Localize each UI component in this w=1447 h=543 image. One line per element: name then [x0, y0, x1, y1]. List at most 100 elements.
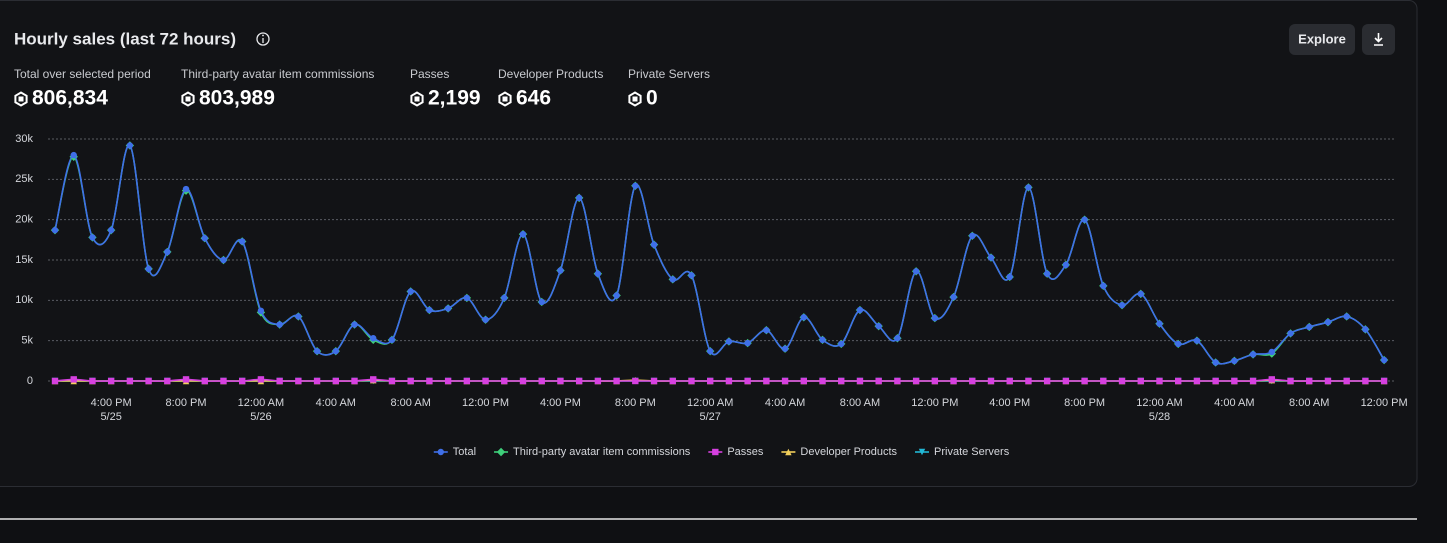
point [856, 306, 864, 314]
point [1306, 323, 1313, 331]
y-tick-label: 0 [27, 375, 33, 387]
x-tick-label: 4:00 AM [1214, 397, 1254, 409]
point [987, 377, 995, 385]
point [1062, 261, 1070, 269]
legend-item[interactable]: Developer Products [781, 446, 898, 458]
point [763, 377, 770, 385]
point [987, 254, 995, 261]
x-tick-label: 8:00 AM [391, 397, 431, 409]
legend-item[interactable]: Private Servers [915, 446, 1010, 458]
y-tick-label: 20k [15, 214, 33, 226]
point [145, 265, 152, 273]
x-tick-label: 12:00 PM [911, 397, 958, 409]
point [313, 347, 321, 355]
point [1380, 377, 1388, 385]
point [1006, 273, 1013, 281]
point [894, 377, 901, 385]
point [1175, 377, 1182, 385]
y-tick-label: 25k [15, 173, 33, 185]
point [725, 377, 733, 385]
point [969, 232, 976, 239]
explore-button[interactable] [1289, 24, 1355, 55]
point [856, 377, 864, 385]
point [1268, 376, 1275, 383]
point [594, 377, 602, 385]
point [182, 376, 190, 383]
icon-hex [410, 91, 424, 107]
point [463, 294, 471, 302]
point [388, 336, 396, 344]
x-tick-label: 8:00 AM [1289, 397, 1329, 409]
info-icon[interactable] [256, 32, 270, 46]
point [164, 377, 171, 385]
robux-icon [410, 91, 424, 107]
x-tick-label: 8:00 AM [840, 397, 880, 409]
point [351, 321, 358, 328]
stat-label: Total over selected period [14, 67, 151, 81]
y-tick-label: 15k [15, 254, 33, 266]
point [519, 230, 527, 238]
point [501, 294, 508, 302]
point [407, 377, 414, 385]
stat-label: Developer Products [498, 67, 603, 81]
point [496, 447, 506, 457]
x-tick-date: 5/25 [100, 411, 121, 423]
point [819, 336, 826, 344]
series [51, 376, 1388, 385]
point [107, 226, 115, 234]
icon-core [18, 96, 24, 102]
point [388, 377, 396, 385]
point [276, 377, 283, 385]
point [912, 377, 920, 385]
point [838, 377, 845, 385]
point [1081, 377, 1088, 385]
point [437, 448, 444, 456]
point [632, 182, 639, 189]
point [482, 316, 489, 323]
legend-item[interactable]: Total [433, 446, 476, 458]
point [1118, 301, 1126, 309]
y-tick-label: 5k [21, 335, 33, 347]
point [1249, 377, 1257, 385]
x-tick-date: 5/26 [250, 411, 271, 423]
point [912, 268, 920, 275]
legend-item[interactable]: Third-party avatar item commissions [494, 446, 691, 458]
point [781, 345, 789, 352]
point [89, 377, 96, 385]
point [1324, 318, 1332, 326]
point [1231, 357, 1238, 365]
point [332, 347, 339, 355]
point [785, 448, 792, 456]
x-tick-date: 5/27 [699, 411, 720, 423]
series [51, 142, 1388, 366]
point [1231, 377, 1238, 385]
stat-value: 806,834 [32, 87, 108, 110]
point [1118, 377, 1126, 385]
point [688, 377, 695, 385]
point [370, 335, 377, 342]
point [257, 376, 265, 383]
x-tick-label: 4:00 PM [91, 397, 132, 409]
download-button[interactable] [1362, 24, 1395, 55]
legend-label: Private Servers [934, 446, 1010, 458]
point [1287, 377, 1294, 385]
point [257, 307, 265, 315]
legend-label: Third-party avatar item commissions [513, 446, 691, 458]
point [1212, 359, 1219, 366]
legend-item[interactable]: Passes [708, 446, 764, 458]
x-tick-label: 4:00 PM [989, 397, 1030, 409]
point [950, 377, 957, 385]
point [1025, 377, 1032, 385]
point [1156, 320, 1163, 327]
point [107, 377, 115, 385]
point [875, 377, 882, 385]
icon-hex [181, 91, 195, 107]
point [1137, 290, 1144, 298]
stat-label: Third-party avatar item commissions [181, 67, 374, 81]
point [969, 377, 976, 385]
x-tick-label: 4:00 AM [316, 397, 356, 409]
point [669, 276, 676, 283]
point [650, 241, 658, 248]
